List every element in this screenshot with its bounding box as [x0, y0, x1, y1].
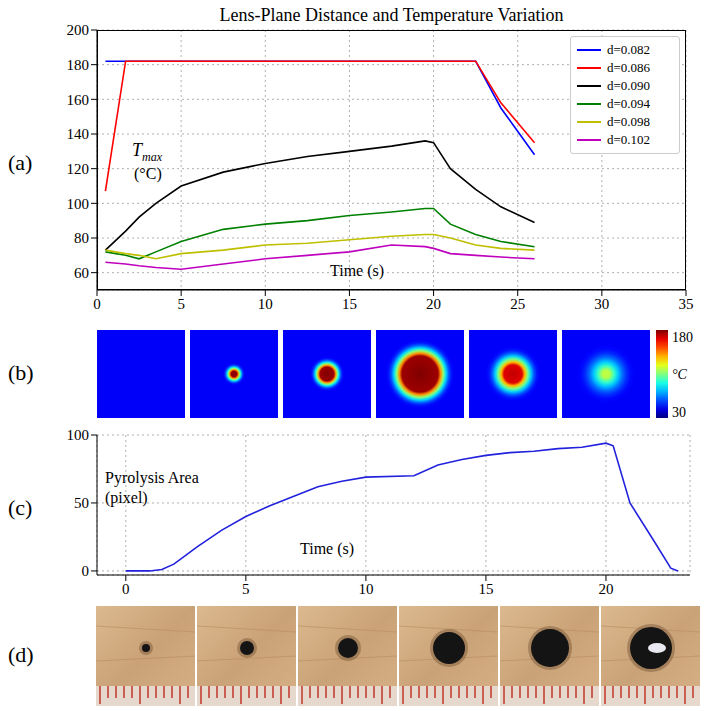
svg-text:20: 20: [598, 581, 613, 597]
html-text:(°C): (°C): [134, 165, 162, 182]
svg-text:50: 50: [74, 495, 89, 511]
svg-text:0: 0: [93, 296, 101, 312]
svg-text:120: 120: [67, 161, 90, 177]
svg-text:30: 30: [594, 296, 609, 312]
html-text:d=0.090: d=0.090: [607, 78, 651, 93]
svg-text:20: 20: [426, 296, 441, 312]
svg-text:30: 30: [672, 405, 686, 420]
svg-text:0: 0: [122, 581, 130, 597]
html-text:(a): (a): [8, 150, 33, 175]
svg-text:25: 25: [510, 296, 525, 312]
svg-text:10: 10: [358, 581, 373, 597]
html-text:Time (s): Time (s): [300, 540, 355, 557]
html-text:d=0.098: d=0.098: [607, 114, 651, 129]
html-text:Time (s): Time (s): [330, 262, 385, 279]
svg-text:100: 100: [67, 427, 90, 443]
svg-text:180: 180: [67, 57, 90, 73]
html-text:(b): (b): [8, 360, 34, 385]
html-text:d=0.086: d=0.086: [607, 60, 651, 75]
svg-text:5: 5: [242, 581, 250, 597]
svg-text:15: 15: [478, 581, 493, 597]
html-text:Pyrolysis Area (pixel): Pyrolysis Area (pixel): [105, 469, 199, 506]
svg-text:10: 10: [258, 296, 273, 312]
svg-text:100: 100: [67, 196, 90, 212]
svg-text:0: 0: [82, 563, 90, 579]
html-text:(d): (d): [8, 642, 34, 667]
svg-text:180: 180: [672, 330, 693, 345]
html-text:Lens-Plane Distance and Temper: Lens-Plane Distance and Temperature Vari…: [219, 5, 564, 25]
svg-text:80: 80: [74, 230, 89, 246]
svg-text:°C: °C: [672, 367, 688, 382]
svg-text:160: 160: [67, 92, 90, 108]
svg-text:200: 200: [67, 22, 90, 38]
html-text:d=0.094: d=0.094: [607, 96, 651, 111]
html-text:d=0.102: d=0.102: [607, 132, 651, 147]
svg-text:15: 15: [342, 296, 357, 312]
svg-text:5: 5: [177, 296, 185, 312]
html-text:Tmax: Tmax: [132, 140, 162, 164]
svg-text:140: 140: [67, 126, 90, 142]
html-text:d=0.082: d=0.082: [607, 42, 651, 57]
html-text:(c): (c): [8, 495, 33, 520]
svg-text:60: 60: [74, 265, 89, 281]
svg-text:35: 35: [679, 296, 694, 312]
